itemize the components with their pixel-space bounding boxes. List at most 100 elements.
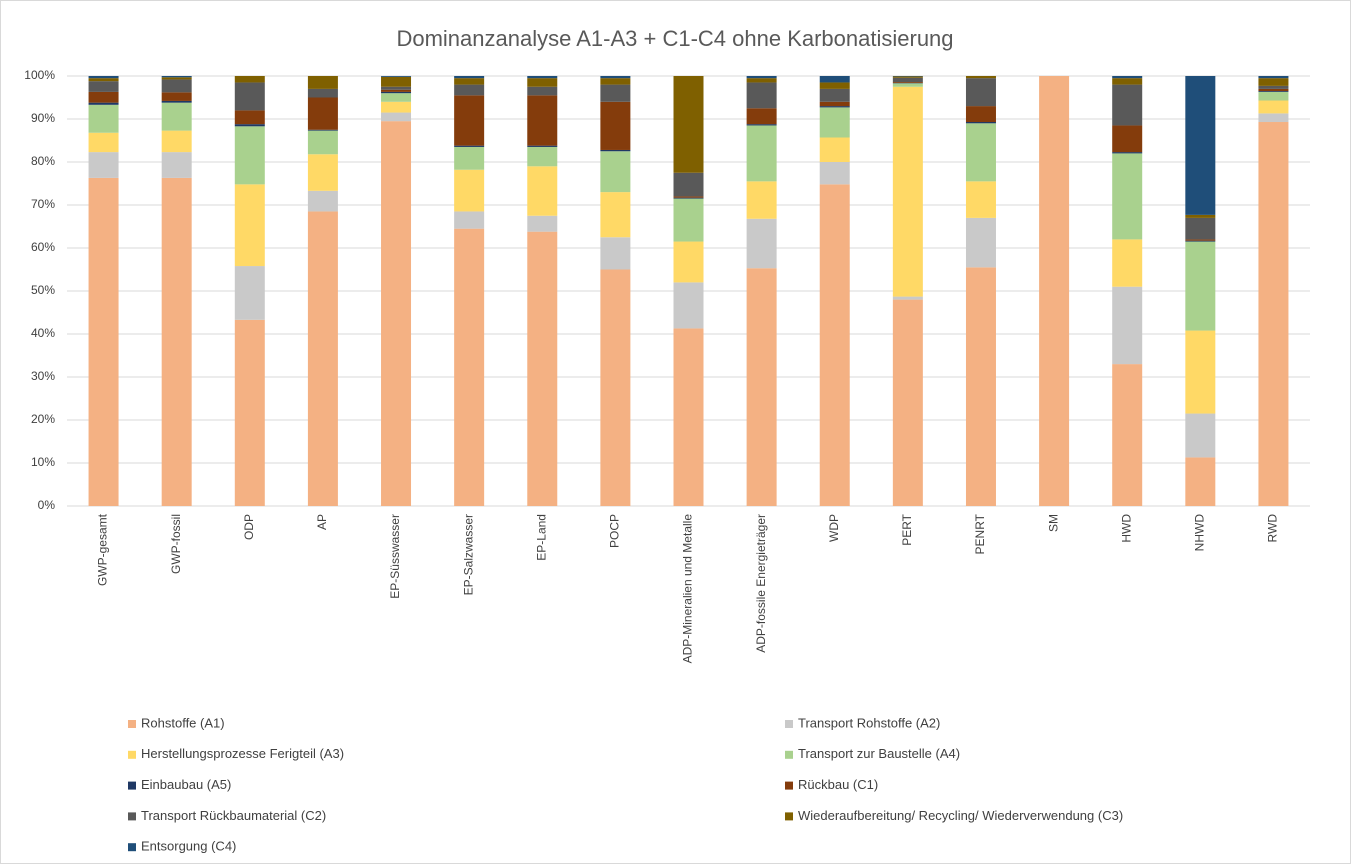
bar-segment bbox=[381, 112, 412, 122]
bar-segment bbox=[1258, 113, 1289, 123]
bar-segment bbox=[161, 79, 192, 93]
bar-segment bbox=[234, 110, 265, 125]
bar-segment bbox=[600, 237, 631, 270]
bar-segment bbox=[307, 76, 338, 89]
bar-segment bbox=[819, 137, 850, 162]
bar-segment bbox=[381, 89, 412, 92]
bar-segment bbox=[819, 106, 850, 108]
bar-segment bbox=[307, 88, 338, 98]
bar-segment bbox=[892, 296, 923, 300]
bar-segment bbox=[527, 86, 558, 96]
bar-segment bbox=[746, 124, 777, 126]
legend-label: Herstellungsprozesse Ferigteil (A3) bbox=[141, 746, 344, 761]
bar-segment bbox=[965, 78, 996, 107]
bar-segment bbox=[527, 166, 558, 216]
bar-segment bbox=[1112, 364, 1143, 506]
y-tick-label: 80% bbox=[31, 154, 55, 168]
bar-segment bbox=[88, 78, 119, 82]
bar-segment bbox=[161, 77, 192, 80]
legend-swatch bbox=[128, 843, 136, 852]
bar-segment bbox=[1185, 240, 1216, 242]
bar-segment bbox=[1185, 217, 1216, 240]
bar-segment bbox=[1185, 330, 1216, 414]
legend-label: Rückbau (C1) bbox=[798, 777, 878, 792]
bar-segment bbox=[600, 151, 631, 193]
bar-segment bbox=[1258, 78, 1289, 86]
bar-segment bbox=[1258, 91, 1289, 92]
bar-segment bbox=[307, 211, 338, 506]
bar-segment bbox=[1112, 152, 1143, 154]
bar-segment bbox=[1258, 100, 1289, 114]
bar-segment bbox=[673, 241, 704, 283]
bar-segment bbox=[1185, 239, 1216, 241]
bar-segment bbox=[454, 84, 485, 96]
bar-segment bbox=[1185, 76, 1216, 215]
x-tick-label: EP-Süsswasser bbox=[388, 514, 402, 599]
bar-segment bbox=[307, 97, 338, 130]
bar-segment bbox=[1112, 286, 1143, 365]
bar-segment bbox=[965, 123, 996, 182]
bar-segment bbox=[161, 100, 192, 103]
bar-segment bbox=[819, 76, 850, 83]
bar-segment bbox=[746, 82, 777, 109]
bar-segment bbox=[234, 266, 265, 320]
legend-swatch bbox=[785, 750, 793, 759]
bar-segment bbox=[381, 76, 412, 87]
bar-segment bbox=[1112, 153, 1143, 240]
x-tick-label: SM bbox=[1046, 514, 1060, 532]
x-tick-label: ADP-fossile Energieträger bbox=[754, 514, 768, 653]
bar-segment bbox=[600, 76, 631, 79]
bar-segment bbox=[381, 76, 412, 77]
bar-segment bbox=[234, 184, 265, 267]
bar-segment bbox=[965, 76, 996, 79]
legend-label: Transport zur Baustelle (A4) bbox=[798, 746, 960, 761]
bar-segment bbox=[965, 106, 996, 123]
bar-segment bbox=[600, 78, 631, 85]
bar-segment bbox=[892, 77, 923, 83]
bar-segment bbox=[307, 130, 338, 155]
bar-segment bbox=[1112, 84, 1143, 126]
bar-segment bbox=[600, 101, 631, 150]
x-tick-label: PERT bbox=[900, 513, 914, 545]
y-tick-label: 60% bbox=[31, 240, 55, 254]
bar-segment bbox=[234, 76, 265, 83]
bar-segment bbox=[746, 78, 777, 83]
bar-segment bbox=[965, 181, 996, 218]
bar-segment bbox=[673, 196, 704, 198]
legend-swatch bbox=[128, 781, 136, 790]
bar-segment bbox=[673, 198, 704, 242]
bar-segment bbox=[381, 121, 412, 507]
legend-label: Transport Rohstoffe (A2) bbox=[798, 715, 940, 730]
bar-segment bbox=[88, 91, 119, 103]
bar-segment bbox=[673, 197, 704, 199]
bar-segment bbox=[1185, 457, 1216, 506]
x-tick-label: POCP bbox=[608, 514, 622, 548]
bar-segment bbox=[381, 86, 412, 90]
bar-segment bbox=[746, 108, 777, 125]
bar-segment bbox=[600, 269, 631, 506]
bar-segment bbox=[234, 319, 265, 506]
bar-segment bbox=[892, 76, 923, 78]
y-tick-label: 90% bbox=[31, 111, 55, 125]
bar-segment bbox=[746, 181, 777, 219]
bar-segment bbox=[88, 132, 119, 153]
bar-segment bbox=[381, 91, 412, 94]
x-tick-label: ODP bbox=[242, 514, 256, 540]
bar-segment bbox=[381, 101, 412, 113]
bar-segment bbox=[307, 190, 338, 212]
bar-segment bbox=[527, 76, 558, 79]
bar-segment bbox=[161, 92, 192, 101]
x-tick-label: ADP-Mineralien und Metalle bbox=[681, 514, 695, 664]
bar-segment bbox=[234, 82, 265, 111]
bar-segment bbox=[527, 231, 558, 506]
bar-segment bbox=[161, 152, 192, 178]
y-tick-label: 50% bbox=[31, 283, 55, 297]
legend-swatch bbox=[785, 812, 793, 821]
bar-segment bbox=[600, 192, 631, 238]
legend-swatch bbox=[128, 720, 136, 728]
x-tick-label: GWP-gesamt bbox=[96, 513, 110, 586]
bar-segment bbox=[88, 177, 119, 506]
x-tick-label: RWD bbox=[1266, 514, 1280, 543]
bar-segment bbox=[527, 78, 558, 87]
